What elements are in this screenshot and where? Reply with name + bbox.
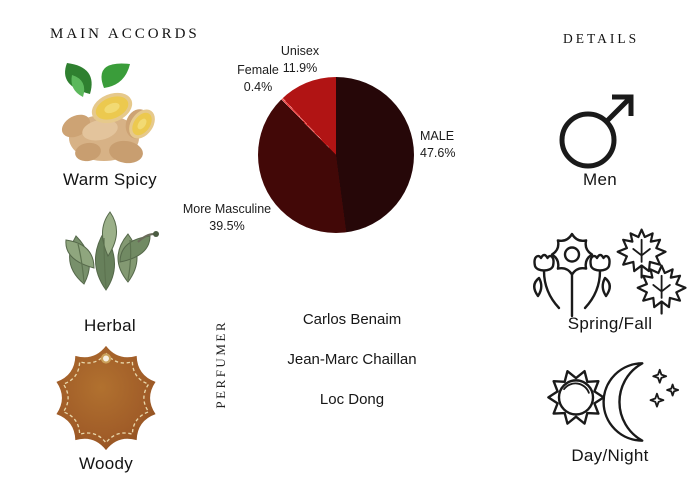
gender-pie-chart: [258, 77, 414, 233]
main-accords-title: MAIN ACCORDS: [50, 26, 200, 42]
leather-badge-shape: [56, 345, 156, 451]
details-title: DETAILS: [563, 31, 640, 46]
pie-label-male: MALE 47.6%: [420, 129, 456, 160]
accord-label-warm-spicy: Warm Spicy: [63, 170, 157, 189]
detail-label-day-night: Day/Night: [571, 446, 649, 465]
male-symbol-icon: [556, 84, 640, 174]
detail-label-spring-fall: Spring/Fall: [567, 314, 653, 333]
pie-label-unisex: Unisex 11.9%: [280, 44, 320, 75]
perfumer-name: Loc Dong: [319, 391, 385, 408]
flowers-and-maple-leaves-icon: [530, 226, 690, 318]
accord-label-woody: Woody: [78, 454, 134, 473]
detail-label-men: Men: [583, 170, 617, 189]
perfumer-title: PERFUMER: [213, 319, 228, 409]
leather-tag-photo: [50, 344, 162, 452]
pie-label-female: Female 0.4%: [237, 63, 279, 94]
perfumer-name: Jean-Marc Chaillan: [287, 351, 417, 368]
sun-and-moon-icon: [533, 356, 688, 448]
ginger-root-photo: [52, 58, 172, 172]
sage-leaves-photo: [50, 206, 170, 312]
accord-label-herbal: Herbal: [84, 316, 136, 335]
perfumer-names-list: Carlos Benaim Jean-Marc Chaillan Loc Don…: [262, 312, 442, 432]
tag-grommet: [100, 353, 112, 364]
pie-label-more-masculine: More Masculine 39.5%: [182, 202, 272, 233]
perfumer-name: Carlos Benaim: [302, 311, 402, 328]
